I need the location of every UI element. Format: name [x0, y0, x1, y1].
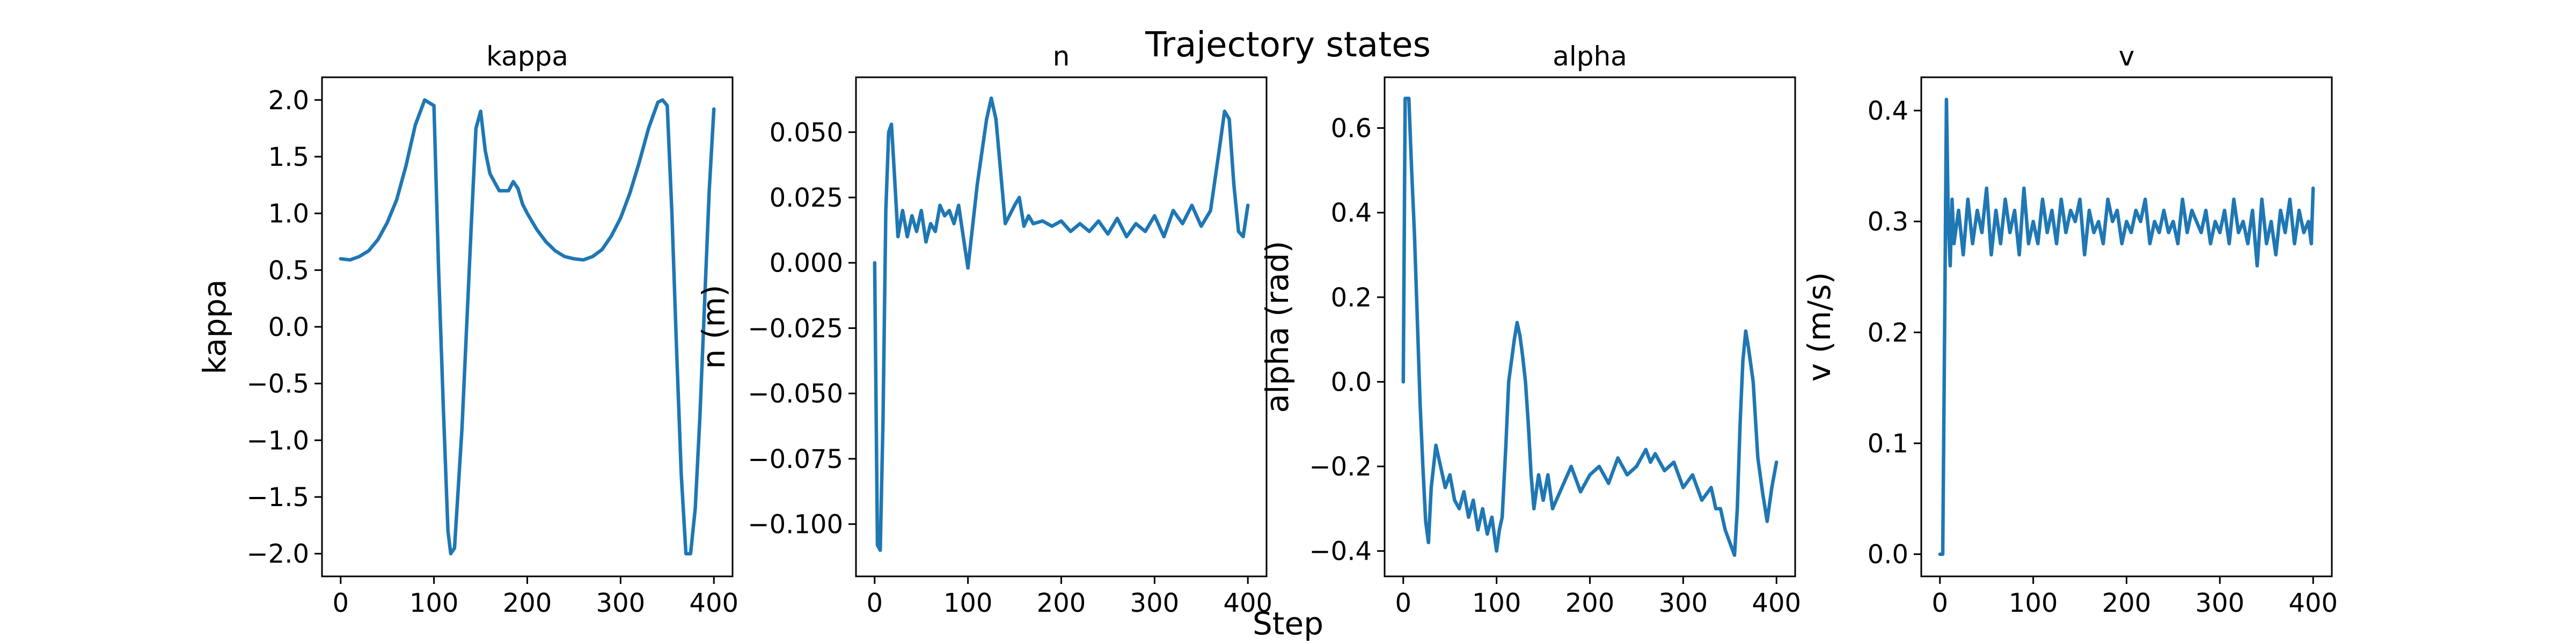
y-axis-label: kappa	[196, 279, 233, 374]
x-tick-label: 300	[2196, 588, 2245, 618]
subplot-title: alpha	[1553, 41, 1627, 72]
x-tick-label: 0	[866, 588, 883, 618]
x-tick-label: 0	[1931, 588, 1948, 618]
y-axis-label: alpha (rad)	[1259, 241, 1296, 413]
y-axis-label: v (m/s)	[1801, 272, 1838, 382]
series-line-n	[873, 96, 1250, 552]
y-tick-label: 0.025	[770, 183, 843, 213]
y-tick-label: 0.1	[1868, 429, 1908, 459]
y-tick-label: 0.4	[1868, 96, 1908, 126]
x-tick-label: 200	[1037, 588, 1086, 618]
x-tick-label: 400	[689, 588, 738, 618]
y-tick-label: 0.5	[268, 255, 309, 286]
x-tick-label: 400	[1752, 588, 1801, 618]
y-tick-label: −0.4	[1309, 537, 1372, 567]
y-tick-label: 0.000	[770, 248, 843, 279]
y-tick-label: −1.5	[246, 482, 309, 513]
y-tick-label: 0.3	[1868, 207, 1908, 237]
subplot-alpha: alpha 0 100 200 300 400 −0.4 −0.2 0.0 0.2 0.4 0.6 al…	[1259, 41, 1801, 618]
y-tick-label: −0.050	[748, 379, 843, 409]
y-tick-label: 0.4	[1331, 198, 1372, 228]
series-line-alpha	[1401, 97, 1779, 557]
x-tick-label: 100	[2009, 588, 2058, 618]
x-tick-label: 200	[1565, 588, 1615, 618]
x-tick-label: 100	[409, 588, 459, 618]
x-tick-label: 300	[1130, 588, 1180, 618]
y-tick-label: −2.0	[246, 539, 309, 569]
y-tick-label: −0.075	[748, 444, 843, 474]
subplot-panels: kappa 0 100 200 300 400 −2.0 −1.5 −1.0 −0.5 0.0 0.5…	[196, 41, 2338, 618]
series-line-v	[1938, 98, 2315, 556]
x-tick-label: 200	[2102, 588, 2151, 618]
y-tick-label: −1.0	[246, 426, 309, 456]
x-tick-label: 300	[596, 588, 646, 618]
y-tick-label: 0.6	[1331, 114, 1372, 144]
x-tick-label: 400	[2288, 588, 2338, 618]
x-tick-label: 0	[332, 588, 349, 618]
series-line-kappa	[339, 98, 716, 555]
x-tick-label: 100	[943, 588, 993, 618]
y-tick-label: −0.2	[1309, 452, 1372, 482]
subplot-title: n	[1053, 41, 1070, 72]
subplot-v: v 0 100 200 300 400 0.0 0.1 0.2 0.3 0.4 v (m/s)	[1801, 41, 2338, 618]
subplot-title: v	[2119, 41, 2135, 72]
y-tick-label: 1.0	[268, 199, 309, 229]
y-tick-label: 0.050	[770, 118, 843, 148]
y-tick-label: 0.2	[1868, 318, 1908, 348]
y-tick-label: −0.100	[748, 510, 843, 540]
x-tick-label: 400	[1223, 588, 1272, 618]
x-tick-label: 100	[1472, 588, 1521, 618]
figure-suptitle: Trajectory states	[1145, 25, 1431, 65]
y-tick-label: 0.0	[1331, 367, 1372, 397]
y-tick-label: 1.5	[268, 142, 309, 172]
x-tick-label: 300	[1659, 588, 1708, 618]
y-tick-label: −0.025	[748, 313, 843, 343]
y-axis-label: n (m)	[696, 285, 732, 369]
y-tick-label: 0.0	[1868, 540, 1908, 570]
x-tick-label: 0	[1395, 588, 1411, 618]
y-tick-label: 2.0	[268, 85, 309, 115]
y-tick-label: 0.2	[1331, 283, 1372, 313]
figure-xlabel: Step	[1253, 605, 1323, 642]
subplot-kappa: kappa 0 100 200 300 400 −2.0 −1.5 −1.0 −0.5 0.0 0.5…	[196, 41, 738, 618]
y-tick-label: −0.5	[246, 369, 309, 399]
subplot-n: n 0 100 200 300 400 −0.100 −0.075 −0.050 −0.025 0.…	[696, 41, 1272, 618]
x-tick-label: 200	[503, 588, 552, 618]
subplot-title: kappa	[486, 41, 568, 72]
y-tick-label: 0.0	[268, 312, 309, 342]
